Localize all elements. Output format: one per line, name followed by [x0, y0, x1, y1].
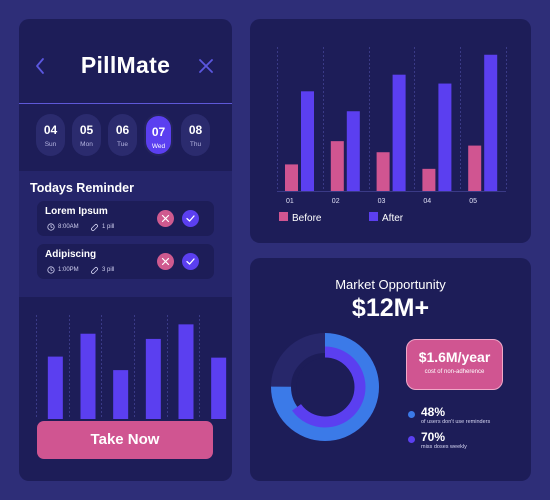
- bar: [178, 324, 194, 419]
- market-title: Market Opportunity: [335, 277, 446, 292]
- bar: [80, 333, 96, 419]
- legend-swatch: [369, 212, 378, 221]
- confirm-button[interactable]: [182, 253, 199, 270]
- legend-dot: [408, 436, 415, 443]
- legend-dot: [408, 411, 415, 418]
- day-pill-mon[interactable]: 05 Mon: [72, 114, 101, 156]
- reminder-dose: 1 pill: [90, 222, 114, 232]
- reminder-time: 8:00AM: [47, 222, 79, 232]
- bar-before: [330, 141, 344, 191]
- reminder-name: Lorem Ipsum: [45, 206, 108, 217]
- bar-after: [301, 91, 314, 191]
- close-icon: [161, 257, 170, 266]
- bar-before: [376, 152, 390, 191]
- close-icon[interactable]: [199, 59, 213, 73]
- bar-before: [422, 168, 436, 191]
- day-number: 07: [151, 125, 166, 139]
- reminder-dose-text: 3 pill: [102, 267, 115, 273]
- legend-label: Before: [292, 213, 322, 224]
- day-number: 06: [115, 123, 130, 137]
- donut-segment-purple: [284, 346, 366, 428]
- reminders-title: Todays Reminder: [30, 181, 134, 195]
- day-pill-thu[interactable]: 08 Thu: [181, 114, 210, 156]
- market-opportunity-panel: Market Opportunity $12M+ $1.6M/year cost…: [250, 258, 531, 481]
- bar-after: [392, 74, 406, 191]
- weekly-bar-chart: [36, 315, 227, 419]
- market-donut-chart: [271, 333, 379, 441]
- pill-icon: [91, 223, 98, 231]
- day-name: Wed: [151, 143, 166, 150]
- before-after-chart-panel: 01 02 03 04 05 Before After: [250, 19, 531, 243]
- donut-segment-blue: [271, 333, 379, 441]
- donut-hole: [296, 358, 354, 416]
- day-number: 08: [188, 123, 203, 137]
- before-after-bar-chart: 01 02 03 04 05 Before After: [277, 47, 507, 224]
- bar-after: [346, 111, 360, 191]
- clock-icon: [47, 266, 55, 274]
- check-icon: [186, 258, 195, 265]
- legend-swatch: [279, 212, 288, 221]
- bar: [113, 370, 129, 419]
- reminder-time-text: 1:00PM: [58, 267, 79, 273]
- reminder-name: Adipiscing: [45, 249, 97, 260]
- day-selector: 04 Sun 05 Mon 06 Tue 07 Wed 08 Thu: [36, 114, 226, 158]
- bar-after: [438, 83, 452, 191]
- check-icon: [186, 215, 195, 222]
- cost-badge: $1.6M/year cost of non-adherence: [406, 339, 503, 390]
- stat-description: of users don't use reminders: [421, 419, 491, 425]
- stat-percent: 48%: [421, 405, 446, 419]
- day-name: Tue: [117, 141, 128, 148]
- dismiss-button[interactable]: [157, 210, 174, 227]
- x-tick-label: 04: [423, 198, 431, 205]
- cost-badge-caption: cost of non-adherence: [424, 369, 485, 375]
- bar-before: [285, 164, 298, 191]
- reminder-time: 1:00PM: [47, 265, 79, 275]
- bar: [145, 338, 161, 419]
- legend-label: After: [382, 213, 404, 224]
- reminder-card[interactable]: Adipiscing 1:00PM 3 pill: [37, 244, 214, 279]
- stat-percent: 70%: [421, 430, 446, 444]
- day-name: Sun: [44, 141, 57, 148]
- day-number: 04: [43, 123, 58, 137]
- dismiss-button[interactable]: [157, 253, 174, 270]
- x-tick-label: 02: [332, 198, 340, 205]
- take-now-button[interactable]: Take Now: [37, 421, 213, 459]
- day-name: Mon: [80, 141, 93, 148]
- day-pill-tue[interactable]: 06 Tue: [108, 114, 137, 156]
- reminder-time-text: 8:00AM: [58, 224, 79, 230]
- bar: [47, 356, 63, 419]
- x-tick-label: 03: [378, 198, 386, 205]
- close-icon: [161, 214, 170, 223]
- x-tick-label: 05: [469, 198, 477, 205]
- reminders-section: Todays Reminder Lorem Ipsum 8:00AM 1 pil…: [19, 171, 232, 297]
- reminder-card[interactable]: Lorem Ipsum 8:00AM 1 pill: [37, 201, 214, 236]
- chevron-left-icon[interactable]: [35, 57, 45, 75]
- bar-before: [468, 145, 482, 191]
- reminder-dose: 3 pill: [90, 265, 114, 275]
- pillmate-app-panel: PillMate 04 Sun 05 Mon 06 Tue 07 Wed 08 …: [19, 19, 232, 481]
- day-pill-sun[interactable]: 04 Sun: [36, 114, 65, 156]
- stat-description: miss doses weekly: [421, 444, 467, 450]
- confirm-button[interactable]: [182, 210, 199, 227]
- bar: [211, 357, 227, 419]
- market-value: $12M+: [351, 294, 430, 322]
- cost-badge-value: $1.6M/year: [418, 349, 491, 365]
- day-number: 05: [79, 123, 94, 137]
- bar-after: [484, 54, 498, 191]
- x-tick-label: 01: [286, 198, 294, 205]
- day-name: Thu: [189, 141, 202, 148]
- app-header: PillMate: [19, 19, 232, 83]
- day-pill-wed[interactable]: 07 Wed: [144, 114, 173, 156]
- pill-icon: [91, 266, 98, 274]
- header-divider: [19, 103, 232, 104]
- reminder-dose-text: 1 pill: [102, 224, 115, 230]
- clock-icon: [47, 223, 55, 231]
- app-title: PillMate: [80, 52, 171, 78]
